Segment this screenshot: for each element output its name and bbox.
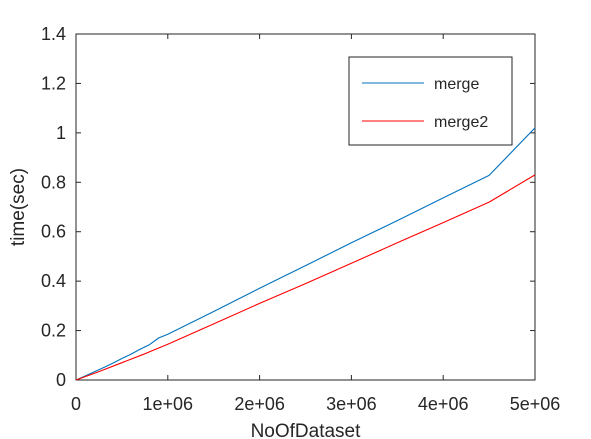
x-tick-label: 2e+06: [234, 394, 285, 414]
series-line-merge: [75, 127, 536, 381]
y-tick-label: 0: [56, 370, 66, 390]
legend-label-merge2: merge2: [434, 114, 488, 131]
x-tick-label: 3e+06: [326, 394, 377, 414]
y-tick-label: 1: [56, 123, 66, 143]
legend-box: [348, 56, 513, 146]
x-tick-label: 4e+06: [418, 394, 469, 414]
y-tick-label: 0.2: [41, 321, 66, 341]
x-tick-label: 1e+06: [143, 394, 194, 414]
y-axis-label: time(sec): [8, 168, 29, 246]
y-tick-label: 1.4: [41, 24, 66, 44]
x-tick-label: 5e+06: [510, 394, 561, 414]
x-axis-label: NoOfDataset: [251, 421, 362, 439]
y-axis-ticks: 0 0.2 0.4 0.6 0.8 1 1.2 1.4: [41, 24, 535, 390]
series-lines: [75, 127, 536, 381]
legend-label-merge: merge: [434, 76, 479, 93]
y-tick-label: 0.4: [41, 271, 66, 291]
series-line-merge2: [75, 174, 536, 381]
y-tick-label: 0.6: [41, 222, 66, 242]
legend: merge merge2: [348, 56, 513, 146]
y-tick-label: 0.8: [41, 172, 66, 192]
y-tick-label: 1.2: [41, 73, 66, 93]
x-axis-ticks: 0 1e+06 2e+06 3e+06 4e+06 5e+06: [71, 34, 560, 414]
x-tick-label: 0: [71, 394, 81, 414]
